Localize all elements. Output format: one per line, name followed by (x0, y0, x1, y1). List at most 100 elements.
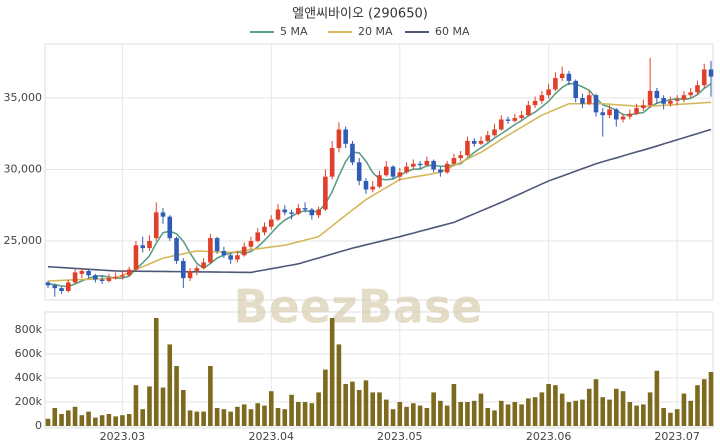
volume-bar (431, 392, 436, 426)
candle-body (181, 260, 186, 279)
candle-body (627, 113, 633, 117)
candle-body (383, 166, 389, 176)
candle-body (268, 219, 274, 227)
volume-bar (519, 404, 524, 426)
volume-bar (492, 410, 497, 426)
candle-body (661, 98, 666, 104)
candle-body (262, 226, 267, 233)
candle-body (296, 208, 301, 214)
candle-body (201, 262, 206, 269)
candle-body (438, 169, 443, 173)
candle-body (140, 245, 146, 249)
candle-body (113, 276, 118, 279)
candle-body (126, 269, 132, 276)
volume-bar (586, 388, 592, 426)
volume-bar (289, 394, 294, 426)
volume-bar (255, 403, 261, 426)
y-tick-label: 600k (15, 347, 43, 360)
volume-bar (471, 400, 477, 426)
volume-bar (268, 391, 274, 426)
volume-bar (120, 415, 125, 426)
candle-body (431, 160, 436, 170)
volume-bar (45, 418, 51, 426)
candle-body (72, 272, 78, 283)
candle-body (397, 172, 403, 177)
volume-bar (316, 392, 321, 426)
candle-body (492, 129, 497, 136)
volume-bar (674, 409, 680, 426)
y-tick-label: 200k (15, 395, 43, 408)
candle-body (498, 119, 504, 130)
candle-body (553, 78, 558, 90)
candle-body (613, 109, 619, 120)
candle-body (329, 148, 335, 177)
volume-bar (370, 392, 376, 426)
volume-bar (181, 390, 186, 426)
volume-bar (336, 344, 342, 426)
volume-bar (72, 406, 78, 426)
volume-bar (221, 409, 227, 426)
volume-bar (458, 402, 463, 426)
candle-body (641, 105, 646, 109)
candle-body (160, 212, 166, 217)
volume-bar (681, 393, 687, 426)
candle-body (79, 270, 85, 274)
candle-body (458, 155, 463, 159)
volume-bar (147, 386, 152, 426)
volume-bar (174, 366, 179, 426)
candle-body (65, 282, 71, 291)
candle-body (424, 160, 430, 166)
candle-body (174, 238, 179, 261)
volume-bar (641, 404, 646, 426)
volume-bar (411, 403, 416, 426)
candle-body (593, 95, 599, 113)
candle-body (539, 95, 545, 101)
candle-body (120, 275, 125, 277)
candle-body (248, 240, 254, 247)
candle-body (370, 186, 376, 190)
candle-body (214, 238, 220, 251)
volume-bar (397, 402, 403, 426)
volume-bar (93, 417, 98, 426)
volume-bar (377, 392, 382, 426)
volume-bar (532, 397, 538, 426)
volume-bar (613, 388, 619, 426)
volume-bar (241, 404, 247, 426)
volume-bar (52, 408, 58, 426)
y-tick-label: 800k (15, 323, 43, 336)
x-tick-label: 2023.07 (654, 430, 700, 443)
candle-body (350, 143, 355, 163)
volume-bar (248, 409, 254, 426)
candle-body (147, 240, 152, 249)
volume-bar (404, 406, 409, 426)
candle-body (221, 250, 227, 256)
candle-body (228, 255, 233, 260)
candle-body (390, 166, 396, 177)
candle-body (302, 208, 308, 210)
candle-body (336, 129, 342, 149)
volume-bar (208, 366, 213, 426)
volume-bar (668, 412, 673, 426)
candle-body (695, 85, 700, 93)
y-tick-label: 25,000 (4, 234, 43, 247)
candle-body (282, 209, 288, 213)
candle-body (505, 119, 511, 121)
volume-bar (438, 400, 443, 426)
candle-body (153, 212, 159, 239)
volume-bar (600, 397, 606, 426)
volume-bar (282, 409, 288, 426)
volume-bar (526, 398, 531, 426)
candle-body (654, 90, 660, 99)
volume-bar (160, 387, 166, 426)
volume-bar (329, 318, 335, 426)
candle-body (451, 158, 457, 164)
volume-bar (194, 411, 200, 426)
volume-bar (356, 390, 362, 426)
x-tick-label: 2023.03 (100, 430, 146, 443)
volume-bar (444, 405, 450, 426)
legend-label: 20 MA (358, 25, 393, 38)
candle-body (600, 112, 606, 116)
volume-bar (553, 385, 558, 426)
volume-bar (86, 411, 91, 426)
volume-bar (498, 400, 504, 426)
